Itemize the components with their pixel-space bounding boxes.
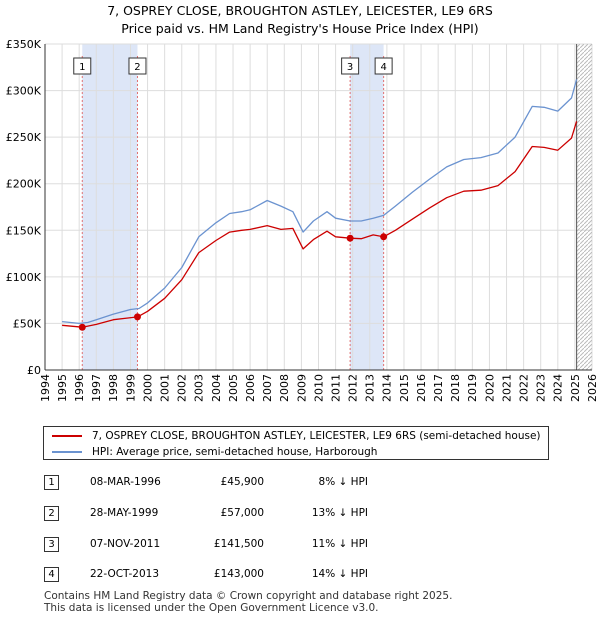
chart-title-address: 7, OSPREY CLOSE, BROUGHTON ASTLEY, LEICE… [107,3,493,18]
row-date: 28-MAY-1999 [90,507,159,519]
x-tick-label: 2011 [329,374,342,402]
y-tick-label: £150K [6,224,42,237]
x-tick-label: 2002 [176,374,189,402]
x-tick-label: 2015 [398,374,411,402]
x-tick-label: 2019 [466,374,479,402]
row-hpi-diff: 13% ↓ HPI [311,507,368,519]
x-tick-label: 1996 [73,374,86,402]
x-tick-label: 1994 [39,374,52,402]
x-tick-label: 2013 [364,374,377,402]
x-tick-label: 1998 [107,374,120,402]
sale-point [346,234,354,242]
x-tick-label: 2009 [295,374,308,402]
y-tick-label: £300K [6,85,42,98]
price-series-line [62,121,578,328]
y-tick-label: £350K [6,38,42,51]
x-tick-label: 2021 [500,374,513,402]
x-tick-label: 2005 [227,374,240,402]
x-tick-label: 2007 [261,374,274,402]
y-tick-label: £0 [27,364,41,377]
x-tick-label: 2016 [415,374,428,402]
hpi-series-line [62,79,578,325]
future-hatch-area [576,44,592,370]
legend-swatch-price [52,435,82,437]
x-tick-label: 2017 [432,374,445,402]
sale-point [133,313,141,321]
row-number-badge: 3 [44,537,59,552]
sale-number-box [73,57,92,75]
legend-label-price: 7, OSPREY CLOSE, BROUGHTON ASTLEY, LEICE… [92,430,541,442]
legend-item-price: 7, OSPREY CLOSE, BROUGHTON ASTLEY, LEICE… [52,428,541,444]
y-tick-label: £100K [6,271,42,284]
y-tick-label: £250K [6,131,42,144]
x-tick-label: 2001 [159,374,172,402]
x-tick-label: 2023 [535,374,548,402]
x-tick-label: 2022 [517,374,530,402]
sale-number-label: 1 [79,62,85,73]
price-chart: 1 2 3 4 £0 £50K £100K £150K £200K £250K £300K £350… [6,38,599,402]
sale-period-band [350,44,384,370]
row-date: 07-NOV-2011 [90,538,161,550]
legend-label-hpi: HPI: Average price, semi-detached house,… [92,446,378,458]
sale-number-box [341,57,360,75]
sale-point [78,323,86,331]
row-price: £57,000 [220,507,264,519]
row-price: £45,900 [220,476,264,488]
sale-number-label: 3 [347,62,353,73]
x-tick-label: 2026 [586,374,599,402]
row-date: 22-OCT-2013 [90,568,159,580]
row-number-badge: 4 [44,567,59,582]
x-tick-label: 2020 [483,374,496,402]
sale-number-label: 2 [134,62,140,73]
chart-legend: 7, OSPREY CLOSE, BROUGHTON ASTLEY, LEICE… [43,426,549,460]
row-hpi-diff: 11% ↓ HPI [311,538,368,550]
x-tick-label: 2006 [244,374,257,402]
row-number-badge: 2 [44,506,59,521]
row-price: £141,500 [213,538,264,550]
x-tick-label: 2025 [569,374,582,402]
sale-point [380,233,388,241]
legend-item-hpi: HPI: Average price, semi-detached house,… [52,444,377,460]
x-tick-label: 1995 [56,374,69,402]
row-hpi-diff: 14% ↓ HPI [311,568,368,580]
x-tick-label: 1999 [124,374,137,402]
y-tick-label: £200K [6,178,42,191]
row-hpi-diff: 8% ↓ HPI [318,476,368,488]
footer-license: This data is licensed under the Open Gov… [44,602,379,614]
sale-number-box [128,57,147,75]
row-price: £143,000 [213,568,264,580]
x-tick-label: 2018 [449,374,462,402]
y-tick-label: £50K [13,317,42,330]
x-tick-label: 2000 [141,374,154,402]
x-tick-label: 2014 [381,374,394,402]
sale-number-label: 4 [380,62,386,73]
row-date: 08-MAR-1996 [90,476,161,488]
chart-subtitle: Price paid vs. HM Land Registry's House … [121,21,479,36]
x-tick-label: 2004 [210,374,223,402]
x-tick-label: 2003 [193,374,206,402]
x-tick-label: 2010 [312,374,325,402]
x-tick-label: 2008 [278,374,291,402]
row-number-badge: 1 [44,475,59,490]
x-tick-label: 2012 [347,374,360,402]
x-tick-label: 1997 [90,374,103,402]
legend-swatch-hpi [52,451,82,453]
sale-number-box [374,57,393,75]
x-tick-label: 2024 [552,374,565,402]
footer-copyright: Contains HM Land Registry data © Crown c… [44,590,453,602]
